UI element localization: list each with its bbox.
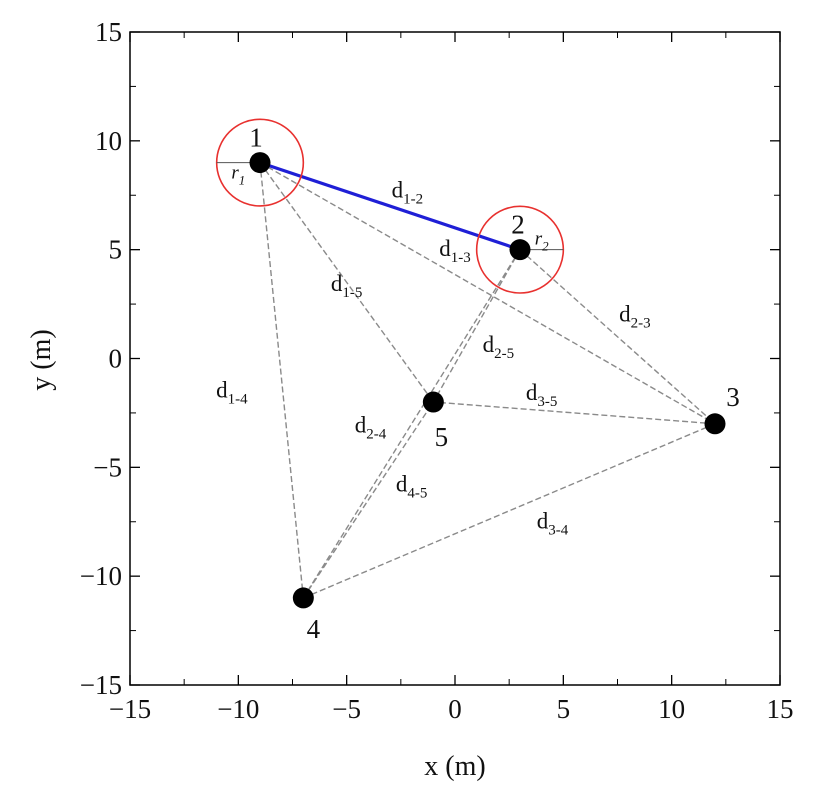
edges-layer	[259, 161, 716, 599]
edge-2-3	[519, 249, 716, 425]
plot-frame	[129, 31, 781, 686]
node-3-marker	[704, 413, 726, 435]
node-2-marker	[509, 239, 531, 261]
y-tick-label: −15	[80, 670, 122, 700]
node-5-marker	[422, 391, 444, 413]
edge-1-2	[259, 161, 521, 252]
x-tick-label: 5	[557, 694, 571, 724]
edge-label-1-3-main: d	[439, 236, 451, 261]
edge-label-1-3-subscript: 1-3	[451, 250, 471, 266]
edge-label-4-5: d4-5	[396, 471, 428, 501]
y-tick-label: 15	[95, 17, 122, 47]
radius-label-1-subscript: 1	[239, 173, 246, 188]
edge-label-4-5-main: d	[396, 471, 408, 496]
x-tick-label: 10	[658, 694, 685, 724]
node-3-label: 3	[726, 382, 740, 412]
edge-label-1-4-main: d	[216, 378, 228, 403]
edge-4-5	[302, 401, 434, 599]
plot-frame-layer	[129, 31, 781, 686]
edge-label-1-5-subscript: 1-5	[342, 285, 362, 301]
edge-label-3-4: d3-4	[537, 508, 569, 538]
radius-label-2-subscript: 2	[542, 239, 549, 254]
y-tick-label: −10	[80, 561, 122, 591]
x-tick-label: −5	[332, 694, 361, 724]
edge-label-2-3-main: d	[619, 301, 631, 326]
edge-2-5	[432, 249, 521, 403]
edge-3-5	[433, 401, 716, 425]
node-1-marker	[249, 152, 271, 174]
radius-label-2: r2	[535, 229, 549, 254]
edge-label-1-5-main: d	[331, 271, 343, 296]
y-axis-label: y (m)	[26, 329, 57, 390]
edge-labels-layer: d1-2d1-3d1-4d1-5d2-3d2-4d2-5d3-4d3-5d4-5	[216, 177, 650, 538]
y-tick-label: −5	[93, 452, 122, 482]
node-1-label: 1	[249, 123, 263, 153]
edge-label-2-3-subscript: 2-3	[631, 315, 651, 331]
x-axis-label: x (m)	[424, 751, 485, 782]
nodes-layer: 1 2 3 4 5	[249, 123, 740, 644]
edge-1-3	[259, 161, 716, 425]
edge-label-1-2-subscript: 1-2	[403, 191, 423, 207]
edge-label-2-5: d2-5	[483, 332, 515, 362]
edge-label-1-4-subscript: 1-4	[228, 392, 248, 408]
radius-label-1: r1	[231, 163, 245, 188]
edge-label-3-4-main: d	[537, 508, 549, 533]
edge-label-2-5-main: d	[483, 332, 495, 357]
edge-label-3-4-subscript: 3-4	[548, 522, 568, 538]
edge-label-3-5-subscript: 3-5	[537, 394, 557, 410]
node-2-label: 2	[511, 210, 525, 240]
edge-label-1-3: d1-3	[439, 236, 471, 266]
edge-label-2-3: d2-3	[619, 301, 651, 331]
edge-label-1-5: d1-5	[331, 271, 363, 301]
edge-label-2-4-main: d	[355, 413, 367, 438]
edge-1-4	[259, 162, 305, 599]
node-4-marker	[292, 587, 314, 609]
x-tick-label: 0	[448, 694, 462, 724]
edge-label-4-5-subscript: 4-5	[407, 485, 427, 501]
edge-3-4	[303, 423, 716, 599]
x-tick-label: −10	[217, 694, 259, 724]
edge-label-2-5-subscript: 2-5	[494, 346, 514, 362]
edge-label-1-2-main: d	[392, 177, 404, 202]
edge-2-4	[302, 249, 521, 599]
edge-label-2-4: d2-4	[355, 413, 387, 443]
y-tick-label: 5	[109, 235, 123, 265]
edge-label-3-5-main: d	[526, 380, 538, 405]
y-tick-label: 0	[109, 344, 123, 374]
node-4-label: 4	[307, 614, 321, 644]
edge-label-3-5: d3-5	[526, 380, 558, 410]
x-tick-label: −15	[109, 694, 151, 724]
x-tick-label: 15	[767, 694, 794, 724]
y-tick-label: 10	[95, 126, 122, 156]
edge-label-1-2: d1-2	[392, 177, 424, 207]
edge-1-5	[259, 162, 434, 403]
edge-label-2-4-subscript: 2-4	[366, 427, 386, 443]
node-5-label: 5	[435, 422, 449, 452]
radius-label-1-main: r	[231, 163, 239, 184]
edge-label-1-4: d1-4	[216, 378, 248, 408]
radius-label-2-main: r	[535, 229, 543, 250]
